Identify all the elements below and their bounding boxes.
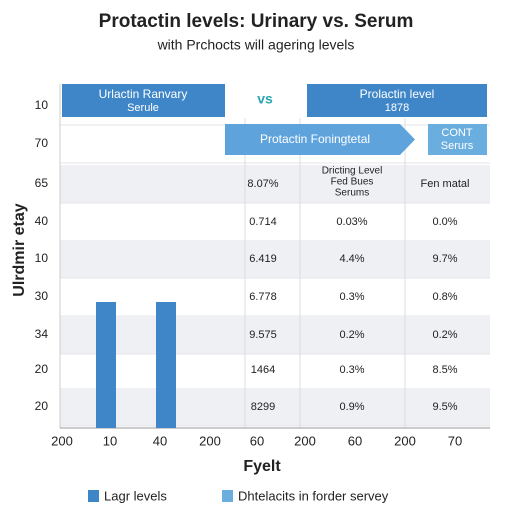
x-tick-label: 200 [394, 433, 416, 448]
banner-text: CONT [441, 127, 472, 139]
x-tick-label: 200 [199, 433, 221, 448]
legend-label: Lagr levels [104, 488, 167, 503]
bar [156, 302, 176, 428]
banner-text: Serule [127, 102, 159, 114]
table-cell: 8.07% [247, 178, 278, 190]
x-tick-label: 60 [348, 433, 362, 448]
table-cell: 0.2% [339, 329, 364, 341]
x-tick-label: 200 [294, 433, 316, 448]
banner-box [428, 124, 487, 155]
row-band [60, 165, 490, 203]
banner-text: 1878 [385, 102, 409, 114]
banner-text: Protactin Foningtetal [260, 132, 370, 146]
row-band [60, 388, 490, 426]
banner-right [307, 84, 487, 117]
table-cell: 8.5% [432, 364, 457, 376]
vs-label: vs [257, 91, 273, 107]
legend-swatch [88, 490, 99, 502]
x-tick-label: 70 [448, 433, 462, 448]
row-band [60, 240, 490, 278]
legend-swatch [222, 490, 233, 502]
table-cell: 9.5% [432, 401, 457, 413]
table-cell: Fed Bues [331, 177, 374, 188]
table-cell: Serums [335, 188, 369, 199]
table-cell: 6.419 [249, 253, 277, 265]
table-cell: 9.575 [249, 329, 277, 341]
row-bands [60, 124, 490, 427]
table-cell: 6.778 [249, 291, 277, 303]
table-cell: 0.03% [336, 216, 367, 228]
subtitle: with Prchocts will agering levels [157, 37, 355, 53]
banner-text: Prolactin level [360, 87, 435, 101]
x-tick-label: 10 [103, 433, 117, 448]
x-tick-label: 60 [250, 433, 264, 448]
table-cell: Dricting Level [322, 166, 383, 177]
legend-label: Dhtelacits in forder servey [238, 488, 389, 503]
banner-left [62, 84, 225, 117]
table-cell: 0.3% [339, 364, 364, 376]
bar [96, 302, 116, 428]
banner-text: Urlactin Ranvary [99, 87, 188, 101]
table-cell: 0.714 [249, 216, 277, 228]
content: 10 70 65 40 10 30 34 20 20 8.07% Dricting LevelFed… [35, 98, 470, 503]
table-cell: Fen matal [421, 178, 470, 190]
row-label: 70 [35, 136, 49, 150]
x-axis-title: Fyelt [243, 458, 281, 475]
table-cell: 4.4% [339, 253, 364, 265]
table-cell: 1464 [251, 364, 275, 376]
table-cell: 0.0% [432, 216, 457, 228]
row-label: 40 [35, 214, 49, 228]
table-cell: 9.7% [432, 253, 457, 265]
row-label: 10 [35, 98, 49, 112]
title: Protactin levels: Urinary vs. Serum [99, 11, 414, 32]
table-cell: 0.2% [432, 329, 457, 341]
x-tick-label: 200 [51, 433, 73, 448]
row-band [60, 316, 490, 354]
x-tick-label: 40 [153, 433, 167, 448]
table-cell: 8299 [251, 401, 275, 413]
row-label: 34 [35, 327, 49, 341]
y-axis-title: Ulrdmir etay [11, 203, 28, 296]
row-label: 20 [35, 362, 49, 376]
table-cell: 0.8% [432, 291, 457, 303]
arrow-banner [225, 124, 415, 155]
row-label: 30 [35, 289, 49, 303]
row-label: 10 [35, 251, 49, 265]
row-label: 65 [35, 176, 49, 190]
banner-text: Serurs [441, 140, 474, 152]
table-cell: 0.9% [339, 401, 364, 413]
row-label: 20 [35, 399, 49, 413]
table-cell: 0.3% [339, 291, 364, 303]
